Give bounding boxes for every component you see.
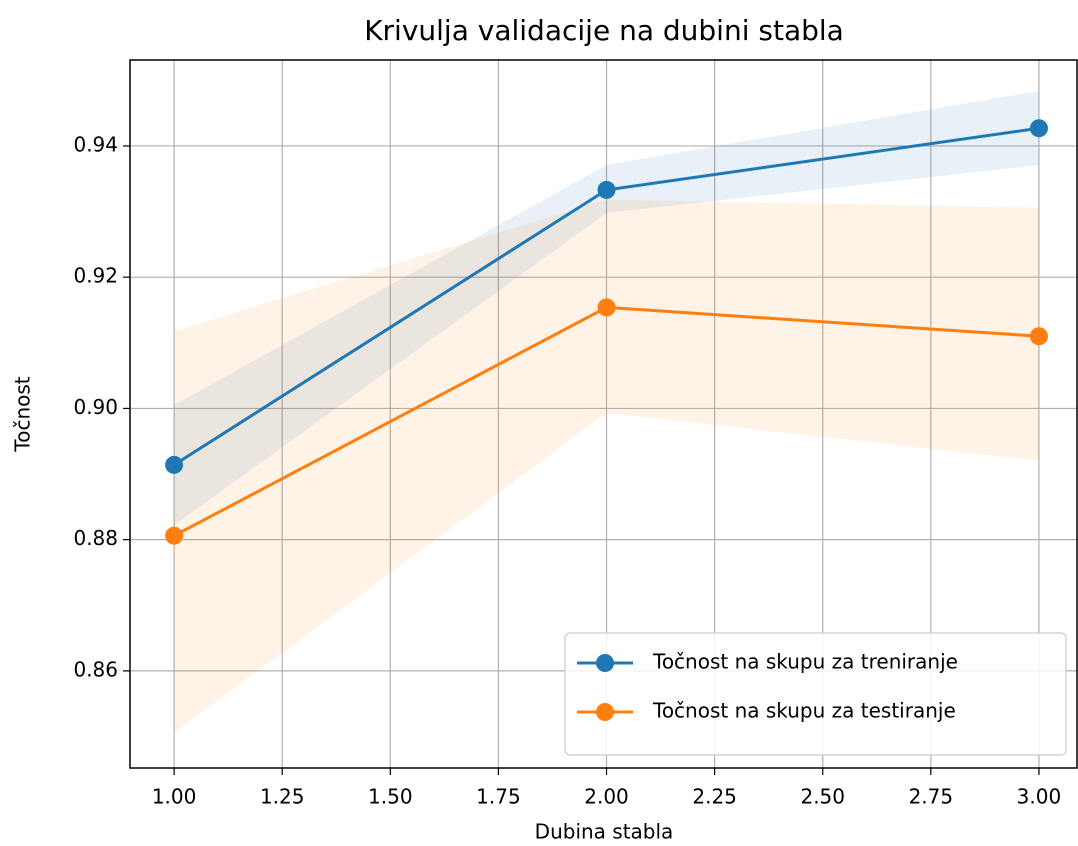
x-tick-label: 2.00 [584, 785, 629, 809]
x-tick-label: 2.50 [800, 785, 845, 809]
marker [165, 526, 184, 545]
x-tick-label: 3.00 [1017, 785, 1062, 809]
y-tick-label: 0.90 [73, 395, 118, 419]
y-tick-label: 0.94 [73, 132, 118, 156]
chart-title: Krivulja validacije na dubini stabla [364, 14, 844, 47]
legend-marker [596, 703, 614, 721]
y-tick-label: 0.86 [73, 657, 118, 681]
y-tick-label: 0.92 [73, 264, 118, 288]
plot-frame [129, 59, 1078, 769]
legend-box [564, 632, 1067, 756]
marker [165, 455, 184, 474]
band [174, 90, 1039, 526]
y-tick-label: 0.88 [73, 526, 118, 550]
x-tick-label: 2.75 [909, 785, 954, 809]
legend: Točnost na skupu za treniranje Točnost na… [564, 632, 1067, 756]
x-tick-label: 2.25 [692, 785, 737, 809]
y-axis-label: Točnost [11, 376, 35, 452]
legend-label: Točnost na skupu za testiranje [652, 699, 956, 723]
marker [597, 298, 616, 317]
legend-label: Točnost na skupu za treniranje [652, 650, 958, 674]
x-axis-label: Dubina stabla [535, 820, 674, 844]
x-tick-label: 1.25 [260, 785, 305, 809]
x-tick-label: 1.50 [368, 785, 413, 809]
marker [1029, 119, 1048, 138]
x-tick-label: 1.00 [152, 785, 197, 809]
marker [1029, 327, 1048, 346]
legend-marker [596, 654, 614, 672]
band [174, 199, 1039, 733]
marker [597, 180, 616, 199]
x-tick-label: 1.75 [476, 785, 521, 809]
